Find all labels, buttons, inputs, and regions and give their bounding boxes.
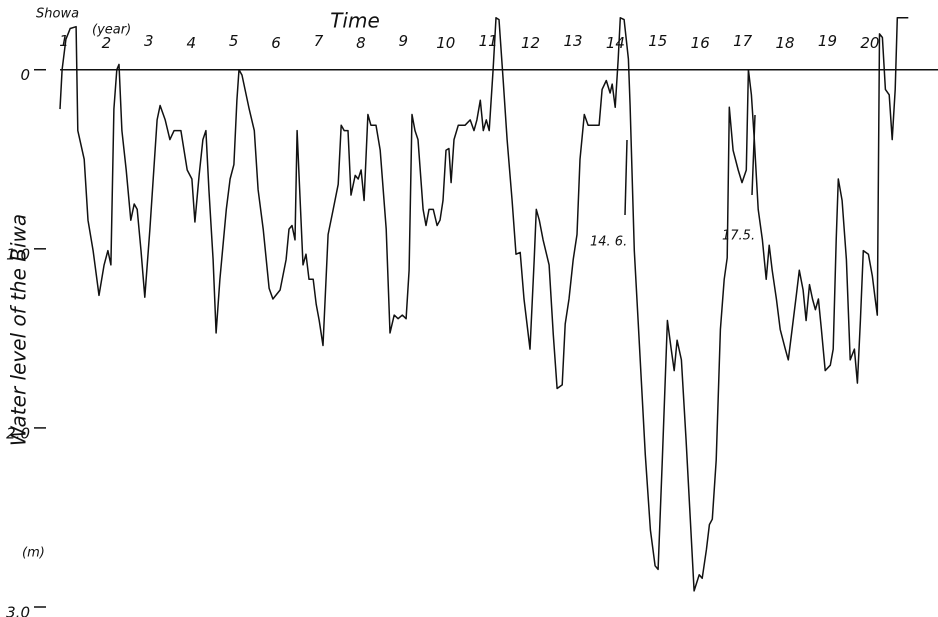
x-tick-label: 10 <box>436 34 455 52</box>
x-tick-label: 15 <box>648 32 667 50</box>
x-tick-label: 9 <box>399 32 409 50</box>
x-tick-label: 11 <box>479 32 498 50</box>
x-tick-label: 12 <box>521 34 540 52</box>
annotation-leader <box>751 114 756 196</box>
x-tick-label: 13 <box>563 32 582 50</box>
annotation: 14. 6. <box>590 235 627 250</box>
annotation-leader <box>624 139 628 216</box>
y-axis-label: Water level of the Biwa <box>7 214 31 446</box>
x-tick-label: 8 <box>356 34 366 52</box>
x-tick-label: 16 <box>691 34 710 52</box>
x-tick-label: 2 <box>102 34 112 52</box>
x-tick-label: 6 <box>271 34 281 52</box>
x-tick-label: 20 <box>860 34 879 52</box>
y-axis-unit: (m) <box>22 546 45 561</box>
x-tick-label: 19 <box>818 32 837 50</box>
x-tick-label: 14 <box>606 34 625 52</box>
chart-title: Time <box>330 9 380 33</box>
x-tick-label: 1 <box>59 32 69 50</box>
x-axis-unit: (year) <box>92 23 131 38</box>
x-axis-label: Showa <box>36 7 79 22</box>
x-tick-label: 7 <box>314 32 324 50</box>
y-tick-label: 1.0 <box>6 245 30 263</box>
y-tick-label: 0 <box>20 66 30 84</box>
x-tick-label: 4 <box>186 34 196 52</box>
data-line <box>59 17 909 592</box>
x-tick-label: 5 <box>229 32 239 50</box>
y-tick-label: 2.0 <box>6 424 30 442</box>
x-tick-label: 3 <box>144 32 154 50</box>
annotation: 17.5. <box>722 229 755 244</box>
y-tick-label: 3.0 <box>6 604 30 617</box>
x-tick-label: 18 <box>776 34 795 52</box>
x-tick-label: 17 <box>733 32 753 50</box>
